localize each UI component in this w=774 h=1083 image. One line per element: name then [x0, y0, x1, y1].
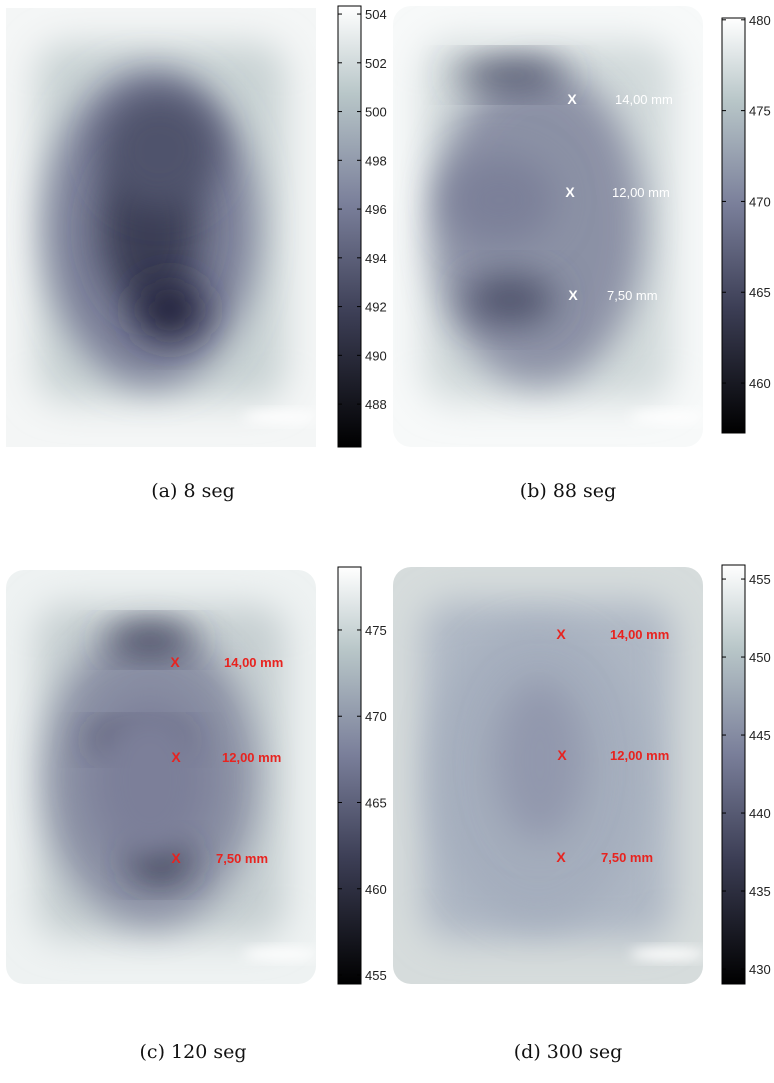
- colorbar: [721, 564, 746, 985]
- thermal-image: [393, 567, 703, 984]
- annotation-marker: X: [171, 850, 181, 866]
- annotation-label: 12,00 mm: [222, 750, 281, 765]
- colorbar-tick-label: 445: [749, 728, 771, 743]
- colorbar-tick-label: 475: [749, 104, 771, 119]
- colorbar-tick-label: 496: [365, 202, 387, 217]
- hot-spot: [630, 411, 703, 423]
- colorbar-tick-label: 500: [365, 105, 387, 120]
- colorbar-tick-label: 488: [365, 397, 387, 412]
- annotation-label: 14,00 mm: [224, 655, 283, 670]
- image-spot: [465, 275, 555, 325]
- colorbar-tick-label: 450: [749, 650, 771, 665]
- caption: (a) 8 seg: [151, 480, 234, 502]
- panel: 430 435 440 445 450 455 X 14,00 mm X 12,00 mm X 7,5…: [393, 564, 771, 1063]
- annotation-marker: X: [556, 849, 566, 865]
- annotation-marker: X: [557, 747, 567, 763]
- hot-spot: [630, 948, 703, 960]
- thermal-image: [6, 8, 316, 447]
- panel: 460 465 470 475 480 X 14,00 mm X 12,00 mm X 7,50 m…: [393, 6, 771, 502]
- image-spot: [90, 700, 210, 860]
- colorbar: [721, 17, 746, 434]
- thermal-image: [6, 570, 316, 984]
- colorbar: [337, 5, 362, 448]
- hot-spot: [243, 948, 316, 960]
- colorbar-tick-label: 475: [365, 623, 387, 638]
- colorbar-tick-label: 465: [365, 796, 387, 811]
- image-spot: [445, 155, 555, 245]
- panel: 488 490 492 494 496 498 500 502 504 (a) 8 seg: [6, 5, 387, 502]
- panel: 455 460 465 470 475 X 14,00 mm X 12,00 mm X 7,50 m…: [6, 566, 387, 1063]
- thermal-image: [393, 6, 703, 447]
- annotation-label: 7,50 mm: [216, 851, 268, 866]
- annotation-marker: X: [568, 287, 578, 303]
- colorbar-tick-label: 480: [749, 13, 771, 28]
- annotation-marker: X: [556, 626, 566, 642]
- caption: (d) 300 seg: [514, 1041, 623, 1063]
- colorbar-tick-label: 455: [365, 968, 387, 983]
- colorbar-tick-label: 494: [365, 251, 387, 266]
- image-spot: [455, 60, 565, 90]
- colorbar-tick-label: 502: [365, 56, 387, 71]
- annotation-label: 12,00 mm: [610, 748, 669, 763]
- colorbar: [337, 566, 362, 985]
- colorbar-tick-label: 504: [365, 7, 387, 22]
- colorbar-tick-label: 455: [749, 572, 771, 587]
- colorbar-tick-label: 470: [365, 709, 387, 724]
- annotation-marker: X: [565, 184, 575, 200]
- annotation-label: 7,50 mm: [601, 850, 653, 865]
- colorbar-tick-label: 492: [365, 300, 387, 315]
- colorbar-tick-label: 465: [749, 285, 771, 300]
- annotation-marker: X: [171, 749, 181, 765]
- colorbar-tick-label: 430: [749, 962, 771, 977]
- annotation-label: 7,50 mm: [607, 288, 658, 303]
- image-spot: [135, 280, 205, 340]
- annotation-marker: X: [170, 654, 180, 670]
- hot-spot: [243, 411, 316, 423]
- colorbar-tick-label: 498: [365, 153, 387, 168]
- image-spot: [100, 90, 220, 210]
- annotation-marker: X: [567, 91, 577, 107]
- colorbar-tick-label: 440: [749, 806, 771, 821]
- annotation-label: 14,00 mm: [610, 627, 669, 642]
- colorbar-tick-label: 490: [365, 348, 387, 363]
- annotation-label: 12,00 mm: [612, 185, 670, 200]
- caption: (c) 120 seg: [140, 1041, 247, 1063]
- colorbar-tick-label: 435: [749, 884, 771, 899]
- colorbar-tick-label: 460: [365, 882, 387, 897]
- caption: (b) 88 seg: [520, 480, 616, 502]
- image-spot: [105, 625, 195, 655]
- colorbar-tick-label: 460: [749, 376, 771, 391]
- image-spot: [495, 680, 585, 840]
- colorbar-tick-label: 470: [749, 194, 771, 209]
- annotation-label: 14,00 mm: [615, 92, 673, 107]
